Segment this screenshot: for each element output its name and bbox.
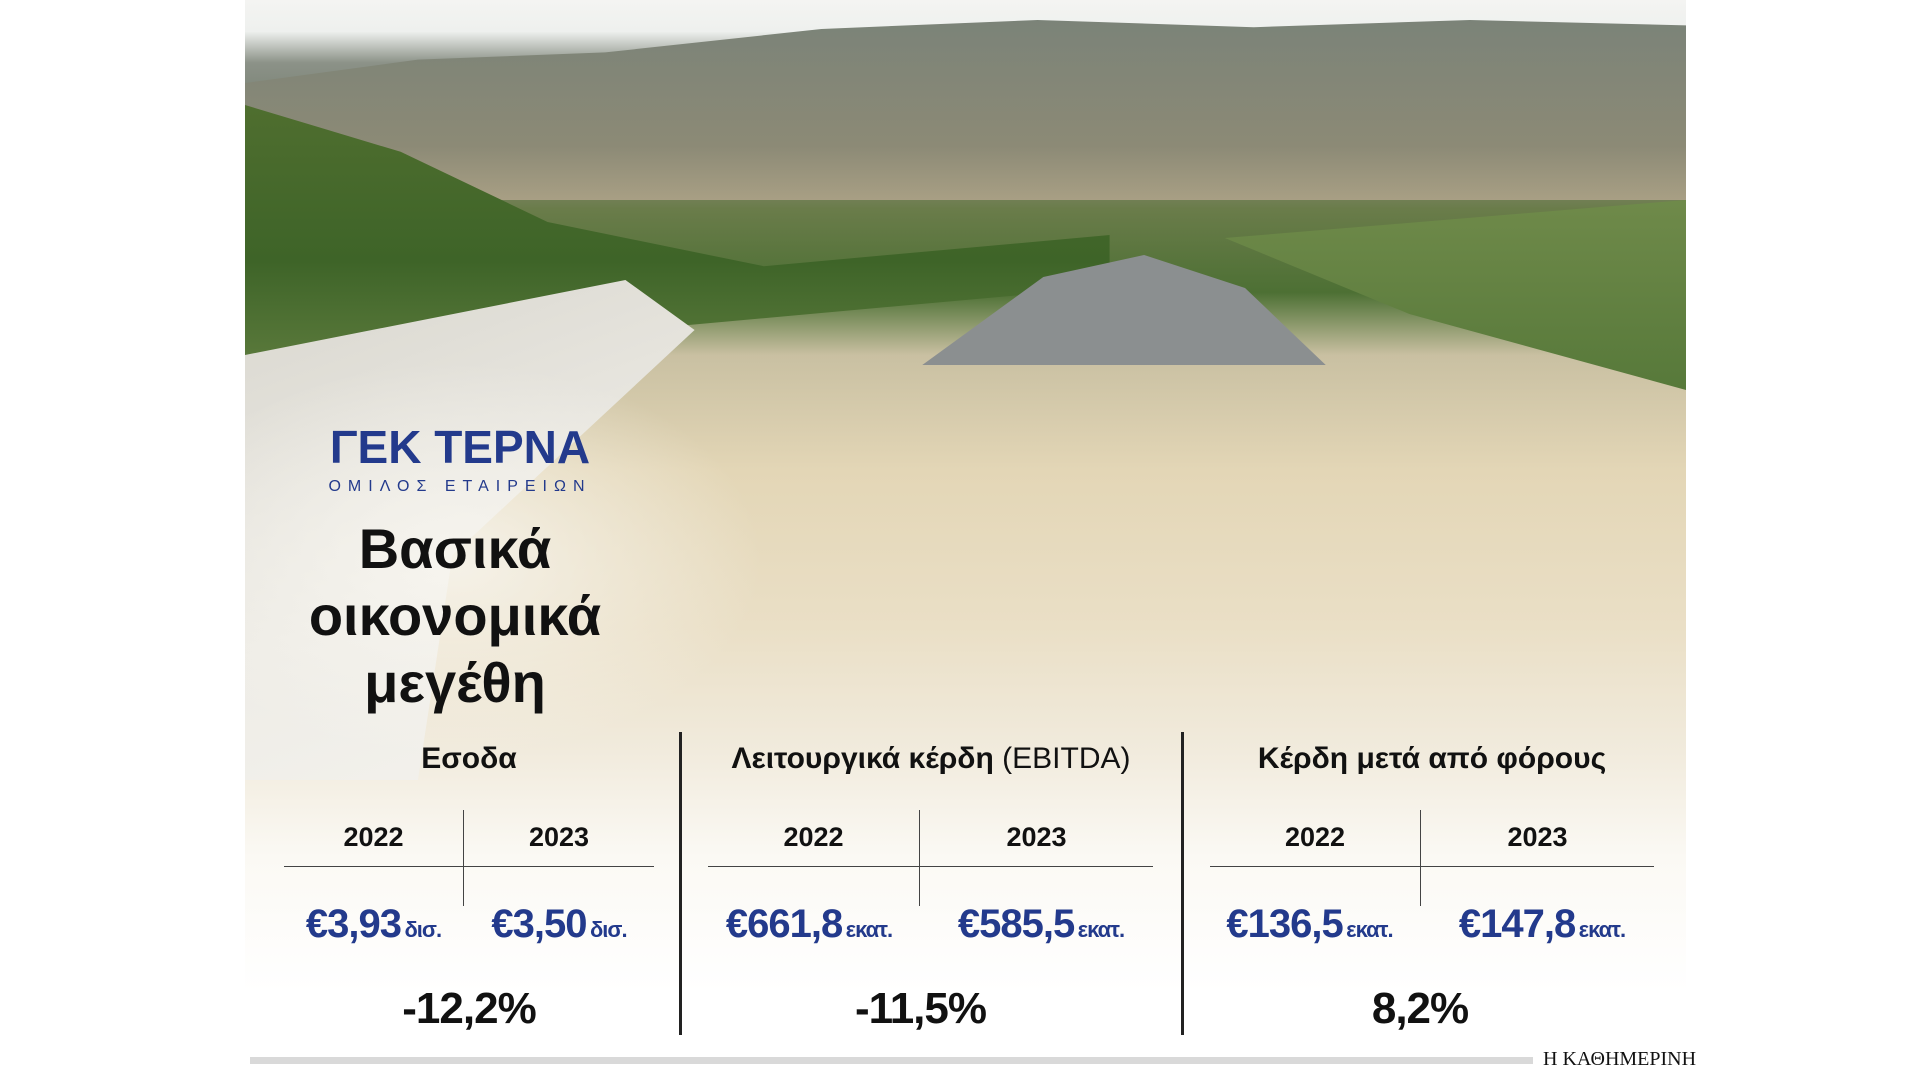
year-divider — [1420, 810, 1421, 906]
column-divider — [679, 732, 682, 1035]
year-rule — [284, 866, 654, 867]
value-2022: €136,5 εκατ. — [1226, 902, 1393, 946]
year-rule — [1210, 866, 1654, 867]
column-divider — [1181, 732, 1184, 1035]
logo-name: ΓΕΚ ΤΕΡΝΑ — [329, 421, 591, 473]
year-label: 2022 — [783, 822, 844, 852]
metric-heading: Εσοδα — [421, 742, 517, 775]
metric-heading: Λειτουργικά κέρδη (EBITDA) — [731, 742, 1131, 775]
title-line: Βασικά — [358, 517, 552, 580]
change-percent: -11,5% — [855, 984, 987, 1033]
year-rule — [708, 866, 1153, 867]
value-2023: €3,50 δισ. — [491, 902, 627, 946]
year-label: 2023 — [528, 822, 590, 852]
fade — [245, 360, 765, 760]
company-logo: ΓΕΚ ΤΕΡΝΑ ΟΜΙΛΟΣ ΕΤΑΙΡΕΙΩΝ — [285, 420, 635, 496]
year-label: 2023 — [1507, 822, 1568, 852]
value-2022: €661,8 εκατ. — [725, 902, 893, 946]
metric-heading: Κέρδη μετά από φόρους — [1257, 742, 1607, 775]
change-percent: -12,2% — [402, 984, 536, 1033]
page-title: Βασικά οικονομικά μεγέθη — [270, 515, 640, 716]
year-divider — [919, 810, 920, 906]
year-label: 2023 — [1006, 822, 1067, 852]
year-label: 2022 — [1284, 822, 1346, 852]
publisher-brand: Η ΚΑΘΗΜΕΡΙΝΗ — [1543, 1048, 1697, 1070]
construction-site-photo — [245, 0, 1686, 1045]
year-divider — [463, 810, 464, 906]
year-label: 2022 — [343, 822, 404, 852]
title-line: οικονομικά — [308, 584, 602, 647]
change-percent: 8,2% — [1371, 984, 1469, 1033]
value-2022: €3,93 δισ. — [305, 902, 442, 946]
value-2023: €585,5 εκατ. — [957, 902, 1125, 946]
logo-subtitle: ΟΜΙΛΟΣ ΕΤΑΙΡΕΙΩΝ — [328, 478, 592, 495]
mountains — [245, 20, 1686, 200]
value-2023: €147,8 εκατ. — [1458, 902, 1626, 946]
title-line: μεγέθη — [364, 651, 546, 714]
footer-bar — [250, 1057, 1533, 1064]
